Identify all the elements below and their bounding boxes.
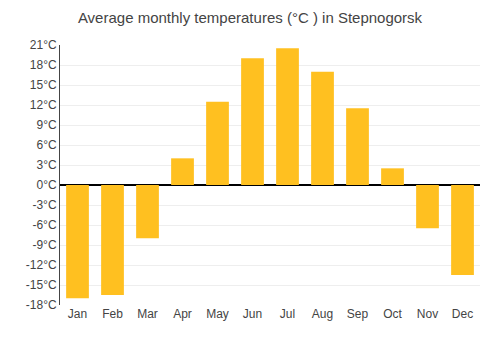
svg-text:12°C: 12°C: [30, 98, 57, 112]
svg-text:6°C: 6°C: [36, 138, 56, 152]
svg-text:0°C: 0°C: [36, 178, 56, 192]
svg-text:-3°C: -3°C: [32, 198, 56, 212]
svg-text:Dec: Dec: [452, 307, 473, 321]
svg-text:3°C: 3°C: [36, 158, 56, 172]
svg-text:9°C: 9°C: [36, 118, 56, 132]
svg-text:Oct: Oct: [383, 307, 402, 321]
svg-text:May: May: [206, 307, 229, 321]
svg-text:-9°C: -9°C: [32, 238, 56, 252]
svg-text:Mar: Mar: [137, 307, 158, 321]
svg-text:Average monthly temperatures (: Average monthly temperatures (°C ) in St…: [78, 9, 423, 26]
svg-text:Aug: Aug: [312, 307, 333, 321]
svg-text:Jul: Jul: [280, 307, 295, 321]
svg-text:Sep: Sep: [347, 307, 369, 321]
svg-text:-6°C: -6°C: [32, 218, 56, 232]
svg-text:Nov: Nov: [417, 307, 438, 321]
svg-text:Feb: Feb: [102, 307, 123, 321]
svg-text:-15°C: -15°C: [26, 278, 57, 292]
svg-text:-12°C: -12°C: [26, 258, 57, 272]
svg-text:18°C: 18°C: [30, 58, 57, 72]
svg-text:-18°C: -18°C: [26, 298, 57, 312]
svg-text:Jan: Jan: [68, 307, 87, 321]
svg-text:Apr: Apr: [173, 307, 192, 321]
svg-text:21°C: 21°C: [30, 38, 57, 52]
svg-text:15°C: 15°C: [30, 78, 57, 92]
svg-text:Jun: Jun: [243, 307, 262, 321]
